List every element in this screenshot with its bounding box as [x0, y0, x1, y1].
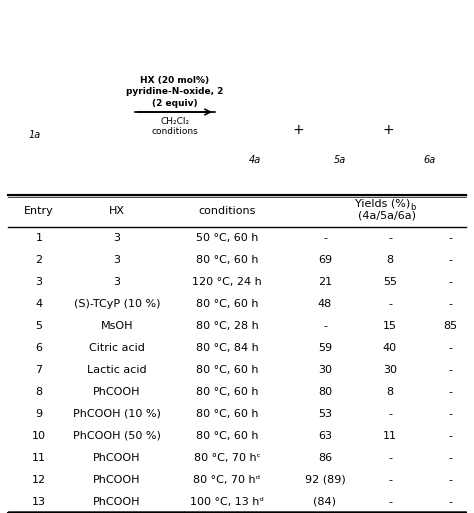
Text: (2 equiv): (2 equiv) — [152, 100, 198, 109]
Text: -: - — [388, 453, 392, 463]
Text: PhCOOH: PhCOOH — [93, 475, 141, 485]
Text: 6: 6 — [36, 343, 43, 353]
Text: pyridine-N-oxide, 2: pyridine-N-oxide, 2 — [126, 88, 224, 96]
Text: 11: 11 — [383, 431, 397, 441]
Text: 40: 40 — [383, 343, 397, 353]
Text: 13: 13 — [32, 497, 46, 507]
Text: PhCOOH: PhCOOH — [93, 497, 141, 507]
Text: (84): (84) — [313, 497, 337, 507]
Text: +: + — [382, 123, 394, 137]
Text: CH₂Cl₂: CH₂Cl₂ — [160, 117, 190, 127]
Text: 8: 8 — [386, 255, 393, 265]
Text: 6a: 6a — [424, 155, 436, 165]
Text: PhCOOH: PhCOOH — [93, 453, 141, 463]
Text: 80 °C, 28 h: 80 °C, 28 h — [196, 321, 258, 331]
Text: 21: 21 — [318, 277, 332, 287]
Text: -: - — [448, 387, 452, 397]
Text: 80 °C, 60 h: 80 °C, 60 h — [196, 255, 258, 265]
Text: 120 °C, 24 h: 120 °C, 24 h — [192, 277, 262, 287]
Text: 5: 5 — [36, 321, 43, 331]
Text: 3: 3 — [113, 255, 120, 265]
Text: -: - — [323, 321, 327, 331]
Text: 7: 7 — [36, 365, 43, 375]
Text: 69: 69 — [318, 255, 332, 265]
Text: 12: 12 — [32, 475, 46, 485]
Text: -: - — [388, 299, 392, 309]
Text: Entry: Entry — [24, 206, 54, 216]
Text: 5a: 5a — [334, 155, 346, 165]
Text: 80 °C, 60 h: 80 °C, 60 h — [196, 299, 258, 309]
Text: 3: 3 — [113, 233, 120, 243]
Text: -: - — [388, 409, 392, 419]
Text: 92 (89): 92 (89) — [305, 475, 346, 485]
Text: (4a/5a/6a): (4a/5a/6a) — [358, 210, 417, 220]
Text: 8: 8 — [36, 387, 43, 397]
Text: 80: 80 — [318, 387, 332, 397]
Text: HX: HX — [109, 206, 125, 216]
Text: 80 °C, 60 h: 80 °C, 60 h — [196, 409, 258, 419]
Text: 30: 30 — [318, 365, 332, 375]
Text: -: - — [448, 233, 452, 243]
Text: 4: 4 — [36, 299, 43, 309]
Text: -: - — [448, 365, 452, 375]
Text: -: - — [448, 497, 452, 507]
Text: HX (20 mol%): HX (20 mol%) — [140, 75, 210, 85]
Text: 10: 10 — [32, 431, 46, 441]
Text: -: - — [448, 475, 452, 485]
Text: 1a: 1a — [29, 130, 41, 140]
Text: Yields (%): Yields (%) — [355, 198, 410, 208]
Text: 1: 1 — [36, 233, 43, 243]
Text: -: - — [448, 343, 452, 353]
Text: Lactic acid: Lactic acid — [87, 365, 147, 375]
Text: 63: 63 — [318, 431, 332, 441]
Text: 15: 15 — [383, 321, 397, 331]
Text: 53: 53 — [318, 409, 332, 419]
Text: 59: 59 — [318, 343, 332, 353]
Text: 50 °C, 60 h: 50 °C, 60 h — [196, 233, 258, 243]
Text: -: - — [388, 475, 392, 485]
Text: 30: 30 — [383, 365, 397, 375]
Text: 85: 85 — [443, 321, 457, 331]
Text: 100 °C, 13 hᵈ: 100 °C, 13 hᵈ — [190, 497, 264, 507]
Text: 80 °C, 60 h: 80 °C, 60 h — [196, 387, 258, 397]
Text: b: b — [410, 203, 415, 212]
Text: 55: 55 — [383, 277, 397, 287]
Text: -: - — [448, 277, 452, 287]
Text: 11: 11 — [32, 453, 46, 463]
Text: (S)-TCyP (10 %): (S)-TCyP (10 %) — [74, 299, 160, 309]
Text: -: - — [448, 255, 452, 265]
Text: 80 °C, 70 hᵈ: 80 °C, 70 hᵈ — [193, 475, 261, 485]
Text: 80 °C, 84 h: 80 °C, 84 h — [196, 343, 258, 353]
Text: 3: 3 — [36, 277, 43, 287]
Text: 80 °C, 60 h: 80 °C, 60 h — [196, 431, 258, 441]
Text: -: - — [448, 453, 452, 463]
Text: 4a: 4a — [249, 155, 261, 165]
Text: -: - — [388, 497, 392, 507]
Text: Citric acid: Citric acid — [89, 343, 145, 353]
Text: -: - — [323, 233, 327, 243]
Text: PhCOOH: PhCOOH — [93, 387, 141, 397]
Text: -: - — [388, 233, 392, 243]
Text: 9: 9 — [36, 409, 43, 419]
Text: PhCOOH (50 %): PhCOOH (50 %) — [73, 431, 161, 441]
Text: -: - — [448, 299, 452, 309]
Text: 3: 3 — [113, 277, 120, 287]
Text: MsOH: MsOH — [101, 321, 133, 331]
Text: -: - — [448, 431, 452, 441]
Text: 2: 2 — [36, 255, 43, 265]
Text: PhCOOH (10 %): PhCOOH (10 %) — [73, 409, 161, 419]
Text: 8: 8 — [386, 387, 393, 397]
Text: 80 °C, 70 hᶜ: 80 °C, 70 hᶜ — [193, 453, 260, 463]
Text: -: - — [448, 409, 452, 419]
Text: +: + — [292, 123, 304, 137]
Text: conditions: conditions — [198, 206, 255, 216]
Text: 48: 48 — [318, 299, 332, 309]
Text: conditions: conditions — [152, 128, 199, 136]
Text: 80 °C, 60 h: 80 °C, 60 h — [196, 365, 258, 375]
Text: 86: 86 — [318, 453, 332, 463]
